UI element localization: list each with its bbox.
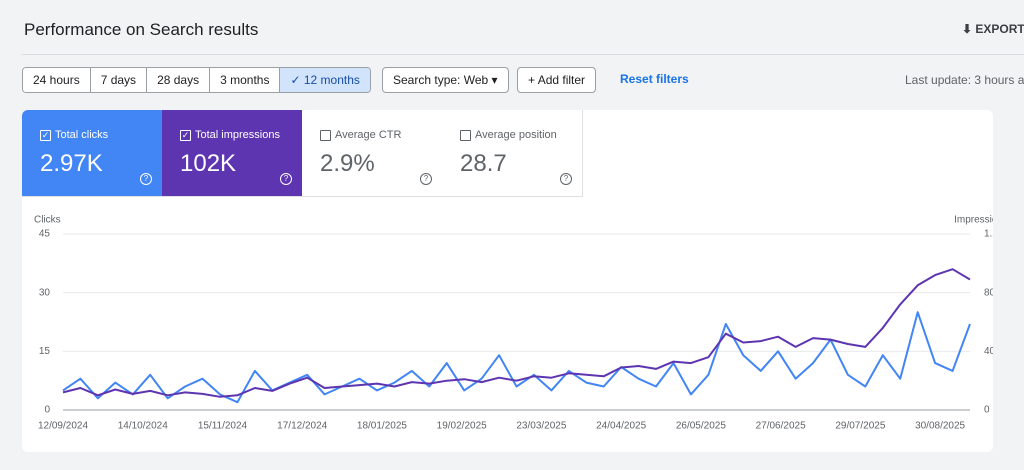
chart-card: Clicks Impressions 0 15 30 45 0 400 800 1.2K 12/… <box>22 110 993 452</box>
x-tick-label: 12/09/2024 <box>38 421 88 432</box>
help-icon: ? <box>420 173 432 185</box>
y2-tick-label: 0 <box>984 405 990 416</box>
page-title: Performance on Search results <box>24 20 259 39</box>
metric-tile[interactable]: ✓ Total impressions 102K? <box>162 110 303 197</box>
metric-checkbox: ✓ <box>40 130 51 141</box>
metric-value: 102K <box>180 150 237 177</box>
x-tick-label: 15/11/2024 <box>198 421 248 432</box>
range-label: 7 days <box>100 73 137 87</box>
export-button[interactable]: ⬇ EXPORT <box>962 22 1024 36</box>
x-tick-label: 23/03/2025 <box>516 421 566 432</box>
range-option[interactable]: 28 days <box>147 68 211 92</box>
add-filter-button[interactable]: + Add filter <box>517 67 597 93</box>
range-selector: 24 hours 7 days 28 days 3 months ✓ 12 months <box>22 67 371 93</box>
y2-tick-label: 800 <box>984 287 993 298</box>
x-tick-label: 18/01/2025 <box>357 421 407 432</box>
range-option[interactable]: 3 months <box>210 68 281 92</box>
y-tick-label: 45 <box>39 229 51 240</box>
help-icon: ? <box>140 173 152 185</box>
metric-label: Average position <box>475 129 557 141</box>
range-label: 28 days <box>157 73 200 87</box>
search-type-dropdown[interactable]: Search type: Web ▾ <box>382 67 509 93</box>
y2-tick-label: 1.2K <box>984 229 993 240</box>
help-icon: ? <box>280 173 292 185</box>
metric-tile[interactable]: Average position 28.7? <box>442 110 583 197</box>
metric-tile[interactable]: Average CTR 2.9%? <box>302 110 443 197</box>
help-icon: ? <box>560 173 572 185</box>
y2-axis-title: Impressions <box>954 215 993 226</box>
last-update: Last update: 3 hours ago <box>905 73 1024 87</box>
range-option[interactable]: ✓ 12 months <box>280 68 370 92</box>
metric-value: 28.7 <box>460 150 507 177</box>
x-tick-label: 14/10/2024 <box>118 421 168 432</box>
y2-tick-label: 400 <box>984 346 993 357</box>
range-label: 12 months <box>303 73 360 87</box>
x-tick-label: 19/02/2025 <box>437 421 487 432</box>
metric-checkbox: ✓ <box>180 130 191 141</box>
metric-checkbox <box>460 130 471 141</box>
reset-filters-link[interactable]: Reset filters <box>620 72 689 86</box>
chart: Clicks Impressions 0 15 30 45 0 400 800 1.2K 12/… <box>34 215 993 432</box>
x-tick-label: 17/12/2024 <box>277 421 327 432</box>
metric-checkbox <box>320 130 331 141</box>
x-tick-label: 24/04/2025 <box>596 421 646 432</box>
metric-label: Total clicks <box>55 129 109 141</box>
range-option[interactable]: 24 hours <box>23 68 91 92</box>
export-label: EXPORT <box>975 22 1024 36</box>
metric-label: Average CTR <box>335 129 402 141</box>
x-tick-label: 30/08/2025 <box>915 421 965 432</box>
x-tick-label: 29/07/2025 <box>835 421 885 432</box>
range-option[interactable]: 7 days <box>90 68 148 92</box>
add-filter-label: Add filter <box>537 73 586 87</box>
metric-label: Total impressions <box>195 129 280 141</box>
range-label: 24 hours <box>33 73 80 87</box>
series-line <box>62 268 971 398</box>
metric-value: 2.97K <box>40 150 103 177</box>
y-tick-label: 30 <box>39 287 51 298</box>
y-axis-title: Clicks <box>34 215 61 226</box>
metric-tile[interactable]: ✓ Total clicks 2.97K? <box>22 110 163 197</box>
series-line <box>62 311 971 404</box>
x-tick-label: 27/06/2025 <box>756 421 806 432</box>
y-tick-label: 15 <box>39 346 51 357</box>
x-tick-label: 26/05/2025 <box>676 421 726 432</box>
metric-value: 2.9% <box>320 150 375 177</box>
divider <box>22 54 1024 55</box>
y-tick-label: 0 <box>44 405 50 416</box>
search-type-label: Search type: Web <box>393 73 489 87</box>
range-label: 3 months <box>220 73 270 87</box>
